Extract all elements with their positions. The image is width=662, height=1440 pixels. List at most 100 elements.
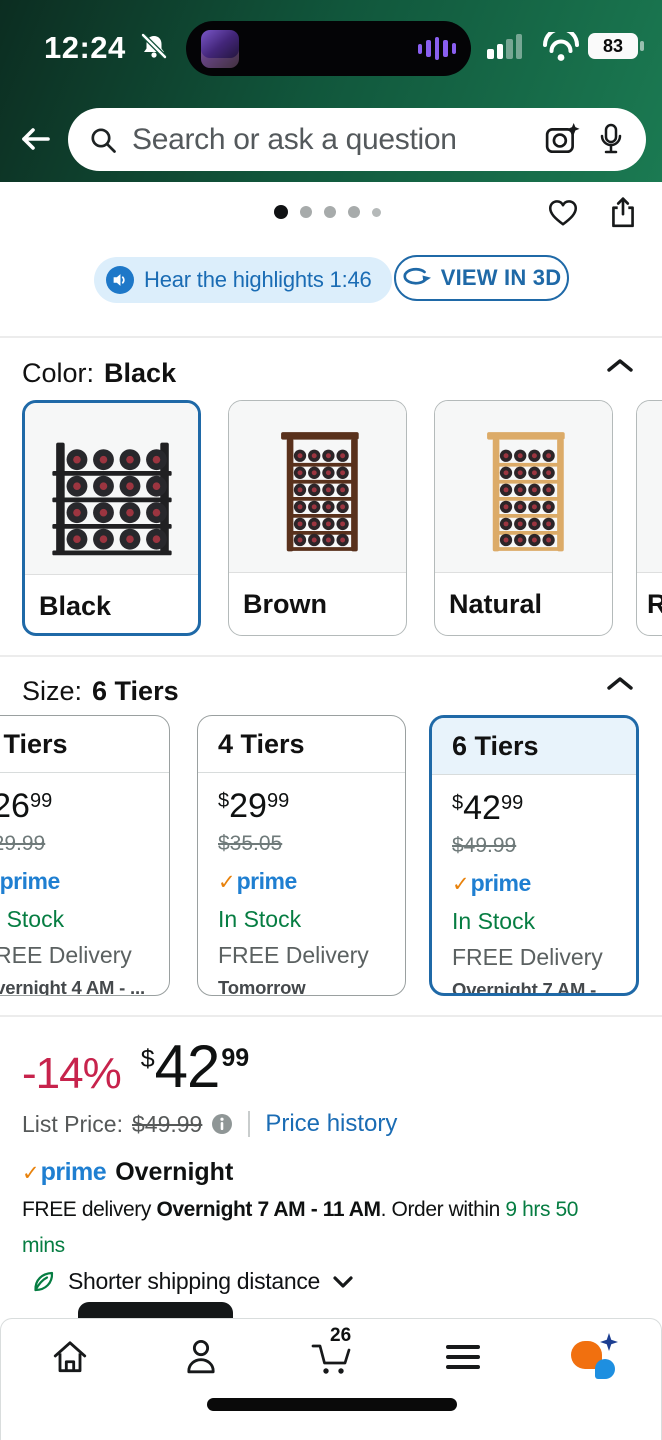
cellular-signal-icon bbox=[487, 33, 522, 59]
audio-speaker-icon bbox=[106, 266, 134, 294]
prime-badge: ✓prime bbox=[22, 1158, 107, 1186]
size-selected-value: 6 Tiers bbox=[92, 676, 179, 706]
delivery-lead: FREE delivery bbox=[22, 1198, 157, 1221]
list-price-label: List Price: bbox=[22, 1110, 123, 1137]
color-swatch-brown[interactable]: Brown bbox=[228, 400, 407, 636]
battery-indicator: 83 bbox=[588, 33, 644, 59]
swatch-image-brown bbox=[229, 401, 406, 573]
size-card-title: 6 Tiers bbox=[432, 718, 636, 775]
wifi-icon bbox=[540, 32, 582, 62]
size-card-price: $2999 bbox=[218, 787, 290, 825]
hear-highlights-label: Hear the highlights 1:46 bbox=[144, 267, 372, 292]
hamburger-menu-icon bbox=[446, 1345, 480, 1369]
divider bbox=[0, 1015, 662, 1017]
size-card-title: 4 Tiers bbox=[198, 716, 405, 773]
rufus-assistant-icon bbox=[571, 1333, 618, 1379]
nav-cart[interactable]: 26 bbox=[309, 1325, 355, 1383]
prime-badge: ✓prime bbox=[0, 868, 60, 894]
size-card-price: $2699 bbox=[0, 787, 53, 825]
audio-waveform-icon bbox=[417, 37, 456, 60]
color-selected-value: Black bbox=[104, 358, 177, 388]
size-card-list-price: $35.05 bbox=[218, 832, 283, 855]
divider bbox=[0, 655, 662, 657]
delivery-order-within: . Order within bbox=[380, 1198, 506, 1221]
info-icon[interactable] bbox=[211, 1113, 233, 1135]
color-swatch-natural[interactable]: Natural bbox=[434, 400, 613, 636]
swatch-label: R bbox=[637, 573, 662, 635]
back-button[interactable] bbox=[16, 122, 54, 156]
swatch-label: Natural bbox=[449, 588, 543, 619]
home-indicator[interactable] bbox=[207, 1398, 457, 1411]
divider bbox=[248, 1111, 251, 1137]
delivery-countdown-2: mins bbox=[22, 1234, 65, 1257]
color-collapse-chevron-up-icon[interactable] bbox=[604, 356, 636, 376]
color-section-header: Color: Black bbox=[22, 358, 176, 389]
stock-status: In Stock bbox=[218, 906, 302, 932]
shipping-label: FREE Delivery bbox=[0, 942, 132, 968]
discount-percent: -14% bbox=[22, 1049, 122, 1098]
search-icon bbox=[88, 125, 118, 155]
color-swatch-black[interactable]: Black bbox=[22, 400, 201, 636]
stock-status: In Stock bbox=[452, 908, 536, 934]
size-card-6-tiers[interactable]: 6 Tiers $4299 $49.99 ✓ prime In Stock FRE… bbox=[429, 715, 639, 996]
camera-search-icon[interactable] bbox=[542, 122, 582, 157]
prime-check-icon: ✓ bbox=[452, 873, 470, 896]
list-price-row: List Price: $49.99 Price history bbox=[22, 1110, 397, 1138]
prime-badge: ✓prime bbox=[218, 868, 297, 894]
dynamic-island bbox=[186, 21, 471, 76]
stock-status: In Stock bbox=[0, 906, 65, 932]
delivery-message: FREE delivery Overnight 7 AM - 11 AM. Or… bbox=[22, 1192, 650, 1264]
size-collapse-chevron-up-icon[interactable] bbox=[604, 674, 636, 694]
microphone-icon[interactable] bbox=[596, 122, 626, 158]
color-swatch-cutoff[interactable]: R bbox=[636, 400, 662, 636]
view-in-3d-label: VIEW IN 3D bbox=[440, 265, 562, 290]
notifications-muted-icon bbox=[138, 31, 170, 63]
price-history-link[interactable]: Price history bbox=[265, 1110, 398, 1137]
shipping-label: FREE Delivery bbox=[452, 944, 603, 970]
divider bbox=[0, 336, 662, 338]
nav-rufus[interactable] bbox=[571, 1331, 618, 1383]
size-card-price: $4299 bbox=[452, 789, 524, 827]
swatch-image-black bbox=[25, 403, 198, 575]
chevron-down-icon bbox=[331, 1274, 355, 1290]
search-bar[interactable]: Search or ask a question bbox=[68, 108, 646, 171]
prime-check-icon: ✓ bbox=[22, 1162, 40, 1185]
size-card-list-price: $29.99 bbox=[0, 832, 46, 855]
search-input[interactable]: Search or ask a question bbox=[132, 122, 457, 156]
prime-check-icon: ✓ bbox=[218, 871, 236, 894]
rotate-3d-icon bbox=[402, 266, 432, 290]
size-card-4-tiers[interactable]: 4 Tiers $2999 $35.05 ✓ prime In Stock FRE… bbox=[197, 715, 406, 996]
leaf-icon bbox=[30, 1268, 57, 1295]
wishlist-heart-icon[interactable] bbox=[546, 196, 580, 228]
shipping-speed: Tomorrow bbox=[218, 977, 306, 996]
nav-menu[interactable] bbox=[440, 1331, 486, 1383]
nav-home[interactable] bbox=[47, 1331, 93, 1383]
shorter-shipping-label: Shorter shipping distance bbox=[68, 1268, 321, 1294]
image-pager-dots[interactable] bbox=[274, 205, 381, 219]
shorter-shipping-distance-row[interactable]: Shorter shipping distance bbox=[30, 1268, 355, 1295]
list-price-value: $49.99 bbox=[131, 1110, 203, 1137]
prime-tier: Overnight bbox=[115, 1158, 234, 1186]
prime-overnight-row: ✓ prime Overnight bbox=[22, 1158, 233, 1187]
prime-badge: ✓prime bbox=[452, 870, 531, 896]
current-price: $42 99 bbox=[140, 1033, 250, 1100]
app-header: 12:24 83 bbox=[0, 0, 662, 182]
bottom-nav-bar: 26 bbox=[0, 1318, 662, 1440]
nav-profile[interactable] bbox=[178, 1331, 224, 1383]
battery-percent: 83 bbox=[602, 35, 624, 56]
price-block: -14% $42 99 bbox=[22, 1036, 249, 1099]
shipping-speed: Overnight 4 AM - ... bbox=[0, 977, 145, 996]
status-time: 12:24 bbox=[44, 30, 126, 65]
swatch-label: Black bbox=[39, 590, 112, 621]
shipping-label: FREE Delivery bbox=[218, 942, 369, 968]
share-icon[interactable] bbox=[606, 194, 640, 230]
now-playing-album-art bbox=[201, 29, 239, 68]
size-label: Size: bbox=[22, 676, 83, 706]
swatch-label: Brown bbox=[243, 588, 327, 619]
delivery-countdown: 9 hrs 50 bbox=[505, 1198, 579, 1221]
size-card-list-price: $49.99 bbox=[452, 834, 517, 857]
view-in-3d-button[interactable]: VIEW IN 3D bbox=[394, 255, 569, 301]
size-card-2-tiers[interactable]: 2 Tiers $2699 $29.99 ✓prime In Stock FRE… bbox=[0, 715, 170, 996]
hear-highlights-button[interactable]: Hear the highlights 1:46 bbox=[94, 257, 392, 303]
